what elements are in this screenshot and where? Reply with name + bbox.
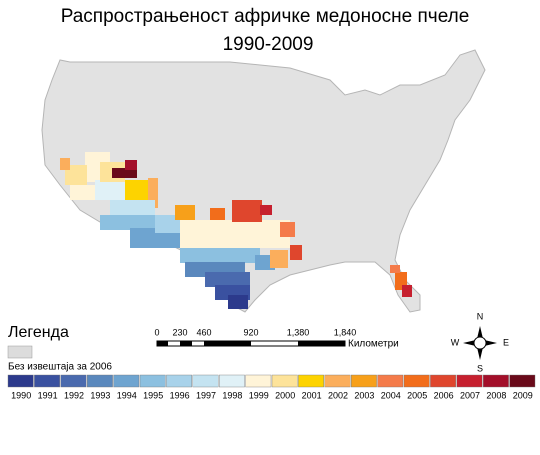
legend-swatch: [509, 374, 536, 388]
compass-e: E: [503, 337, 509, 347]
legend-label: 2003: [354, 390, 374, 400]
range-patch: [390, 265, 400, 273]
scale-segment: [180, 341, 192, 346]
range-patch: [110, 200, 155, 215]
legend-swatch: [456, 374, 483, 388]
legend-swatch: [113, 374, 140, 388]
range-patch: [125, 160, 137, 170]
range-patch: [260, 205, 272, 215]
range-patch: [95, 180, 130, 200]
scale-label: 0: [154, 327, 159, 337]
range-patch: [205, 272, 250, 287]
scale-label: 460: [196, 327, 211, 337]
legend-label: 2004: [381, 390, 401, 400]
scale-label: 1,840: [334, 327, 357, 337]
legend-label: 2006: [434, 390, 454, 400]
legend-swatch: [7, 374, 34, 388]
range-patch: [60, 158, 70, 170]
range-patch: [180, 220, 290, 248]
legend-swatch: [60, 374, 87, 388]
compass-n: N: [477, 311, 484, 321]
scale-segment: [298, 341, 345, 346]
legend-swatch: [218, 374, 245, 388]
legend-swatch: [245, 374, 272, 388]
range-patch: [175, 205, 195, 220]
range-patch: [290, 245, 302, 260]
range-patch: [210, 208, 225, 220]
scale-label: 920: [243, 327, 258, 337]
legend-label: 2002: [328, 390, 348, 400]
legend-swatch: [351, 374, 377, 388]
range-patch: [270, 250, 288, 268]
range-patch: [280, 222, 295, 237]
scale-unit: Километри: [348, 339, 399, 350]
no-report-swatch: [7, 345, 33, 359]
scale-label: 1,380: [287, 327, 310, 337]
legend-label: 2001: [302, 390, 322, 400]
legend-swatch: [324, 374, 351, 388]
title: Распрострањеност афричке медоносне пчеле: [61, 6, 470, 27]
range-patch: [112, 168, 137, 178]
legend-label: 1990: [11, 390, 31, 400]
legend-swatch: [139, 374, 166, 388]
legend-swatch: [34, 374, 61, 388]
compass-w: W: [451, 337, 460, 347]
legend-label: 1995: [143, 390, 163, 400]
scale-segment: [204, 341, 251, 346]
range-patch: [228, 295, 248, 309]
legend-label: 2000: [275, 390, 295, 400]
range-patches: [60, 152, 412, 309]
legend-swatch: [166, 374, 192, 388]
legend-label: 1991: [38, 390, 58, 400]
legend-swatch: [86, 374, 113, 388]
legend-label: 2009: [513, 390, 533, 400]
legend-label: 1992: [64, 390, 84, 400]
range-patch: [232, 200, 262, 222]
range-patch: [402, 285, 412, 297]
scale-label: 230: [172, 327, 187, 337]
legend-label: 1999: [249, 390, 269, 400]
legend-swatch: [430, 374, 456, 388]
legend-swatch: [271, 374, 298, 388]
legend-label: 1997: [196, 390, 216, 400]
range-patch: [180, 248, 260, 263]
legend-label: 1994: [117, 390, 137, 400]
legend-label: 1993: [90, 390, 110, 400]
scale-segment: [157, 341, 168, 346]
range-patch: [70, 185, 100, 200]
legend-label: 1998: [222, 390, 242, 400]
legend-swatch: [483, 374, 509, 388]
legend-label: 1996: [170, 390, 190, 400]
range-patch: [65, 165, 87, 185]
legend-title: Легенда: [8, 324, 69, 341]
range-patch: [148, 178, 158, 208]
subtitle: 1990-2009: [223, 34, 314, 55]
legend-swatch: [377, 374, 404, 388]
legend-label: 2007: [460, 390, 480, 400]
no-report-label: Без извештаја за 2006: [8, 362, 112, 373]
compass-s: S: [477, 363, 483, 373]
legend-swatch: [403, 374, 430, 388]
legend-swatch: [192, 374, 219, 388]
legend-label: 2008: [486, 390, 506, 400]
compass: N S E W: [451, 311, 509, 373]
legend: 1990 1991 1992 1993 1994 1995 1996 1997 1998 1999…: [7, 374, 536, 400]
range-patch: [100, 215, 160, 230]
legend-swatch: [298, 374, 324, 388]
scale-bar: 0 230 460 920 1,380 1,840 Километри: [154, 327, 398, 349]
legend-label: 2005: [407, 390, 427, 400]
